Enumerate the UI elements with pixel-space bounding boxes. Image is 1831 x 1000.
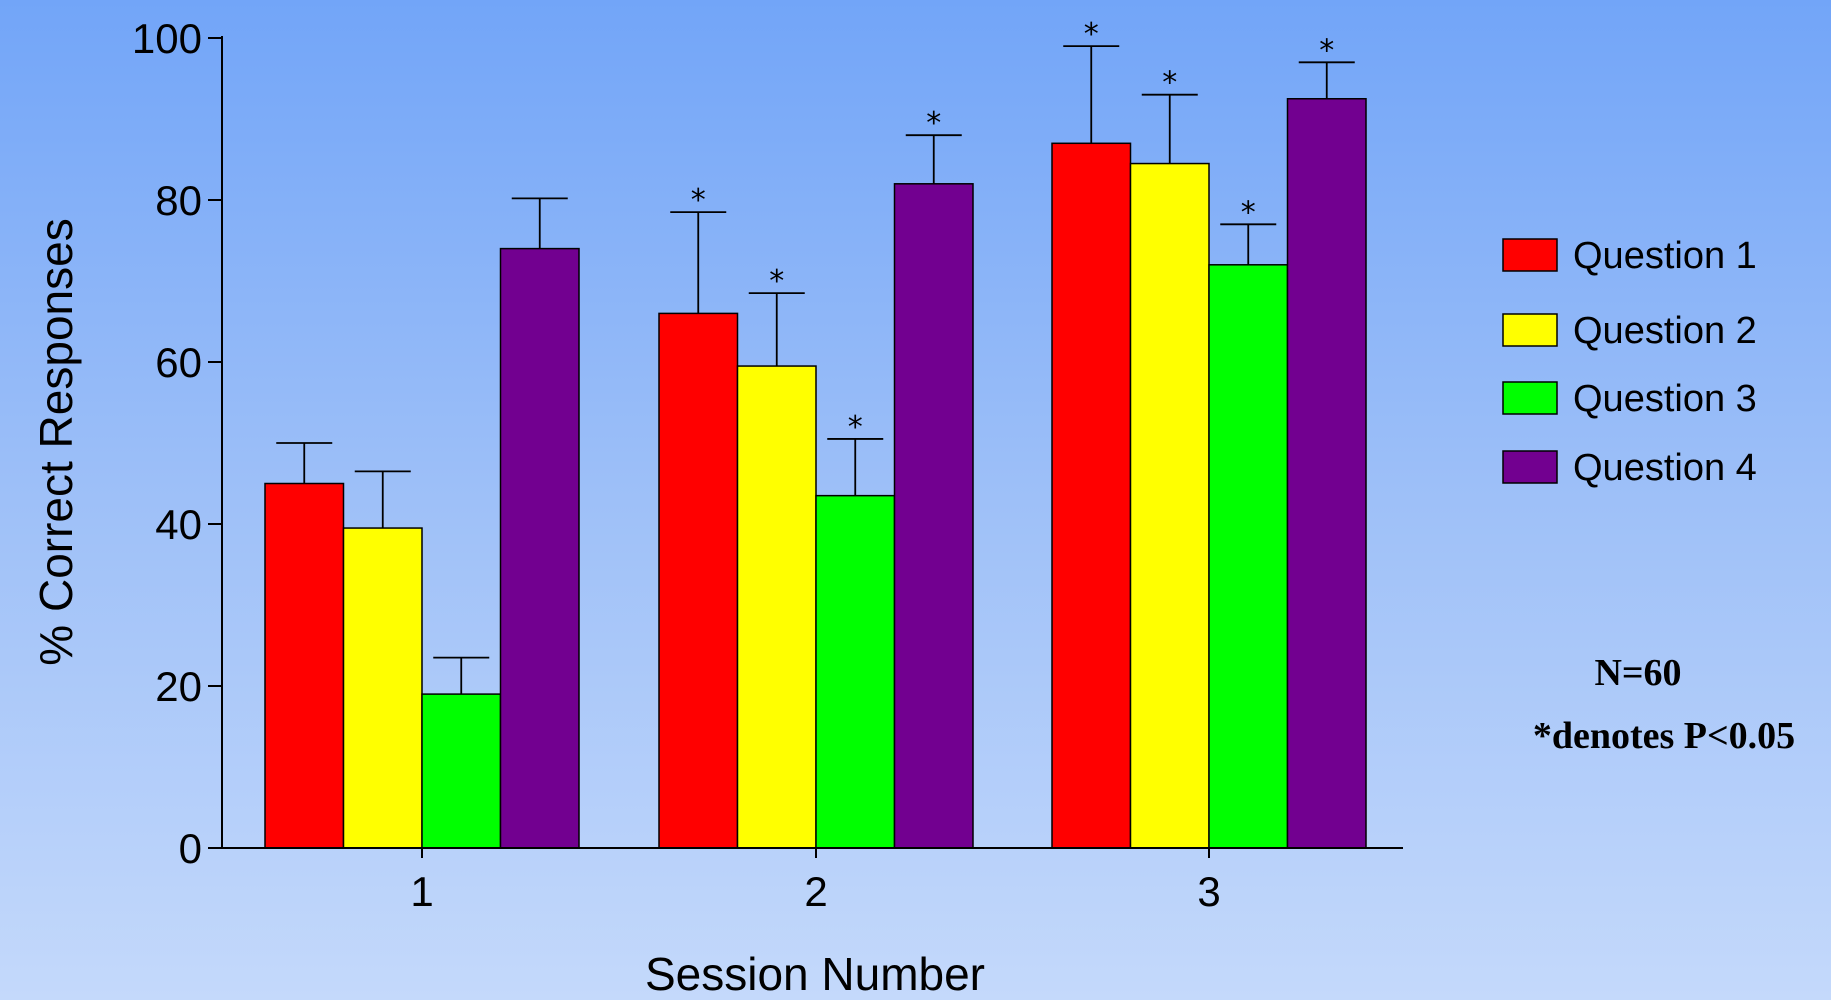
bar: [265, 484, 344, 849]
x-axis-title: Session Number: [645, 948, 985, 1000]
significance-star: *: [848, 410, 863, 445]
significance-star: *: [926, 106, 941, 141]
bar: [1288, 99, 1367, 848]
legend-swatch: [1503, 382, 1557, 414]
significance-star: *: [1162, 66, 1177, 101]
bar: [659, 313, 738, 848]
y-tick-label: 20: [155, 663, 202, 710]
bar: [1052, 143, 1131, 848]
legend-label: Question 1: [1573, 235, 1757, 277]
significance-star: *: [691, 183, 706, 218]
legend-swatch: [1503, 314, 1557, 346]
significance-star: *: [769, 264, 784, 299]
bar: [422, 694, 501, 848]
x-tick-label: 3: [1197, 868, 1220, 915]
bar: [344, 528, 423, 848]
significance-star: *: [1319, 33, 1334, 68]
legend: Question 1 Question 2 Question 3 Question 4: [1503, 235, 1757, 489]
bar: [501, 249, 580, 848]
y-tick-label: 40: [155, 501, 202, 548]
legend-swatch: [1503, 239, 1557, 271]
sample-size-note: N=60: [1594, 652, 1681, 694]
legend-swatch: [1503, 451, 1557, 483]
bars: [265, 99, 1366, 848]
legend-label: Question 3: [1573, 378, 1757, 420]
significance-star: *: [1241, 195, 1256, 230]
bar: [1209, 265, 1288, 848]
bar: [738, 366, 817, 848]
y-axis-ticks: 0 20 40 60 80 100: [132, 15, 222, 872]
x-tick-label: 2: [804, 868, 827, 915]
legend-label: Question 4: [1573, 447, 1757, 489]
legend-label: Question 2: [1573, 310, 1757, 352]
y-axis-title: % Correct Responses: [30, 218, 82, 665]
y-tick-label: 80: [155, 177, 202, 224]
significance-star: *: [1084, 17, 1099, 52]
x-axis-ticks: 1 2 3: [410, 848, 1220, 915]
x-tick-label: 1: [410, 868, 433, 915]
bar: [895, 184, 974, 848]
y-tick-label: 100: [132, 15, 202, 62]
bar: [1131, 164, 1210, 848]
significance-note: *denotes P<0.05: [1533, 715, 1795, 757]
bar: [816, 496, 895, 848]
y-tick-label: 60: [155, 339, 202, 386]
y-tick-label: 0: [179, 825, 202, 872]
